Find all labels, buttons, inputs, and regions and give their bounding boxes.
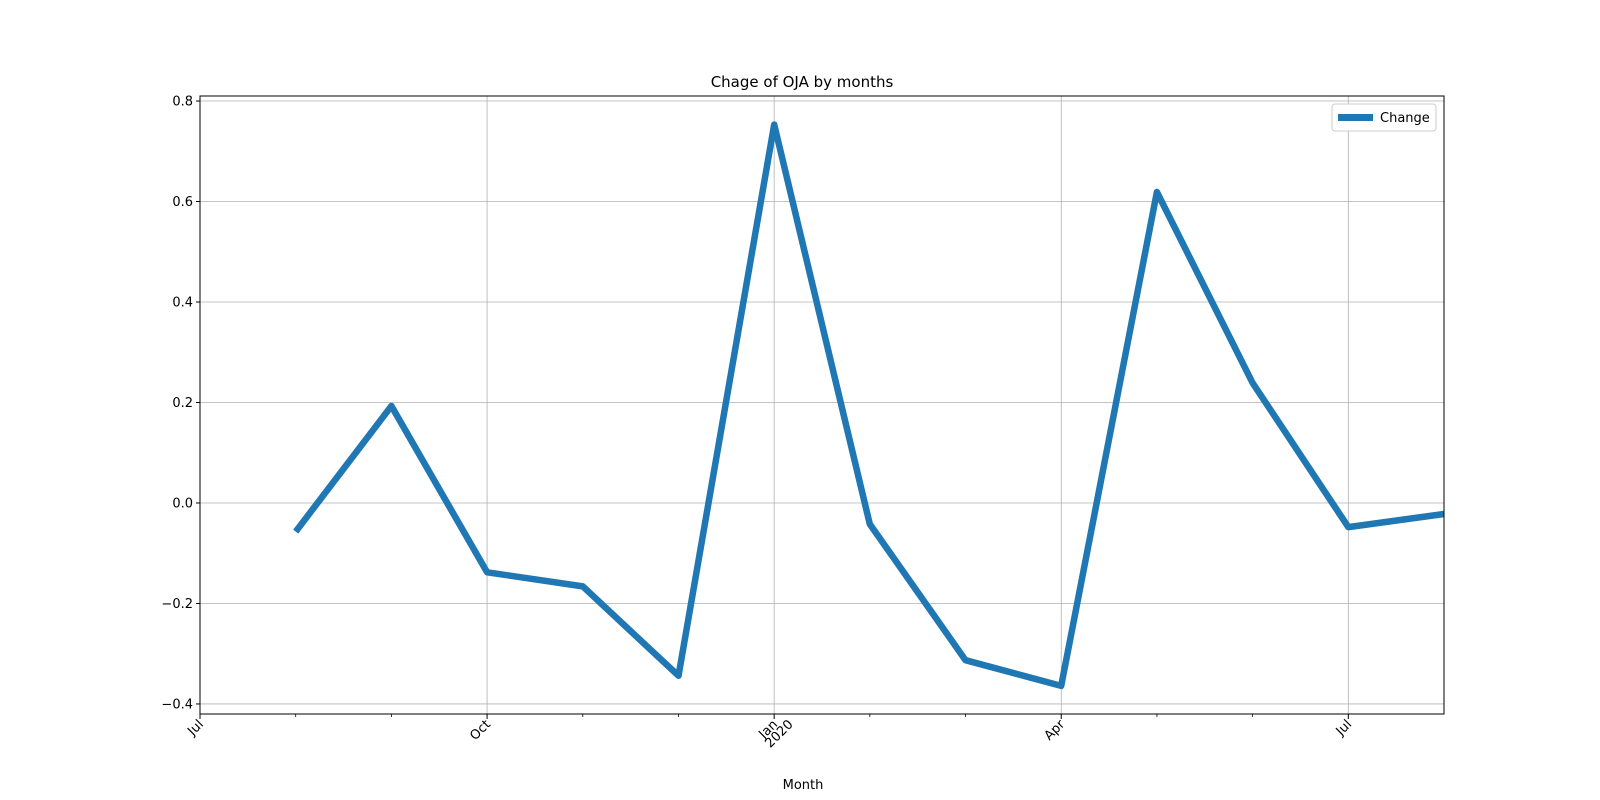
x-tick-label: Jul — [184, 717, 206, 739]
y-tick-label: 0.2 — [172, 396, 193, 411]
x-tick-label-group: Apr — [1042, 717, 1069, 744]
y-tick-label: −0.2 — [161, 597, 193, 612]
x-tick-label-group: Oct — [467, 717, 494, 744]
x-tick-label-group: Jul — [184, 717, 206, 739]
y-tick-label: −0.4 — [161, 697, 193, 712]
series-line-change — [293, 121, 1445, 690]
legend-label-change: Change — [1380, 111, 1430, 126]
x-tick-label: Apr — [1042, 717, 1069, 744]
x-axis-label: Month — [783, 778, 824, 793]
x-tick-label: Oct — [467, 717, 494, 744]
y-tick-label: 0.6 — [172, 195, 193, 210]
legend-box — [1331, 103, 1437, 132]
y-axis: −0.4 −0.2 0.0 0.2 0.4 0.6 0.8 — [161, 95, 200, 712]
plot-frame — [199, 95, 1445, 715]
grid-lines — [200, 96, 1444, 714]
y-tick-label: 0.4 — [172, 296, 193, 311]
series-layer — [293, 121, 1445, 690]
chart-title: Chage of OJA by months — [711, 73, 894, 91]
y-tick-label: 0.8 — [172, 95, 193, 110]
legend: Change — [1331, 103, 1437, 132]
x-tick-label: Jul — [1333, 717, 1355, 739]
x-tick-label-group: Jul — [1333, 717, 1355, 739]
y-tick-label: 0.0 — [172, 496, 193, 511]
